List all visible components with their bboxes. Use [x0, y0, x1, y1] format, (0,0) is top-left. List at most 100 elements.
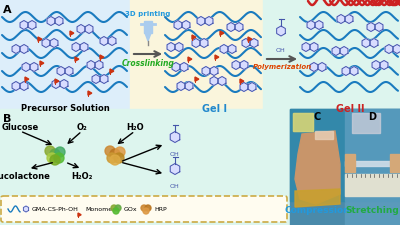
- Text: OH: OH: [170, 151, 180, 156]
- Text: Precursor Solution: Precursor Solution: [21, 104, 109, 112]
- Text: H₂O: H₂O: [126, 122, 144, 131]
- Text: A: A: [3, 5, 12, 15]
- Polygon shape: [100, 56, 104, 60]
- Polygon shape: [362, 39, 370, 48]
- Polygon shape: [174, 21, 182, 30]
- Bar: [315, 131, 333, 139]
- Polygon shape: [220, 45, 228, 54]
- Polygon shape: [70, 32, 74, 36]
- Polygon shape: [228, 45, 236, 54]
- Polygon shape: [110, 70, 114, 74]
- Polygon shape: [277, 27, 285, 37]
- Circle shape: [110, 155, 120, 165]
- Polygon shape: [302, 43, 310, 52]
- Polygon shape: [315, 21, 323, 30]
- Polygon shape: [52, 80, 60, 89]
- Polygon shape: [20, 82, 28, 91]
- Polygon shape: [240, 61, 248, 70]
- Polygon shape: [295, 131, 340, 204]
- Polygon shape: [145, 34, 151, 42]
- Circle shape: [45, 146, 55, 156]
- Circle shape: [143, 208, 149, 214]
- Circle shape: [145, 205, 151, 211]
- Polygon shape: [170, 132, 180, 143]
- Bar: [130, 0, 263, 110]
- Bar: [0, 110, 290, 225]
- Text: OH: OH: [170, 183, 180, 188]
- Polygon shape: [108, 37, 116, 46]
- Circle shape: [105, 146, 115, 156]
- Polygon shape: [40, 62, 44, 66]
- Text: Gel II: Gel II: [336, 104, 364, 113]
- Polygon shape: [55, 80, 59, 84]
- Circle shape: [50, 155, 60, 165]
- Polygon shape: [177, 82, 185, 91]
- Polygon shape: [25, 78, 29, 82]
- Polygon shape: [380, 61, 388, 70]
- Text: Gel I: Gel I: [202, 104, 226, 113]
- Polygon shape: [295, 189, 340, 207]
- Polygon shape: [210, 77, 218, 86]
- Bar: [144, 22, 152, 34]
- Polygon shape: [250, 39, 258, 48]
- Polygon shape: [92, 75, 100, 84]
- Polygon shape: [185, 82, 193, 91]
- Bar: [345, 161, 400, 166]
- Circle shape: [107, 153, 117, 163]
- Circle shape: [50, 149, 60, 159]
- Text: Glucolactone: Glucolactone: [0, 171, 51, 180]
- Polygon shape: [202, 67, 210, 76]
- Text: Glucose: Glucose: [1, 122, 39, 131]
- Circle shape: [115, 147, 125, 157]
- Polygon shape: [307, 21, 315, 30]
- Circle shape: [115, 205, 121, 211]
- Bar: [345, 174, 400, 196]
- Circle shape: [111, 205, 117, 211]
- Circle shape: [55, 147, 65, 157]
- Text: Polymerization: Polymerization: [252, 64, 312, 70]
- Polygon shape: [88, 92, 92, 96]
- Polygon shape: [55, 17, 63, 26]
- Polygon shape: [197, 17, 205, 26]
- Polygon shape: [248, 38, 252, 42]
- Polygon shape: [210, 67, 218, 76]
- Polygon shape: [22, 63, 30, 72]
- Polygon shape: [195, 78, 199, 82]
- Circle shape: [47, 153, 57, 163]
- Polygon shape: [385, 45, 393, 54]
- Polygon shape: [77, 25, 85, 34]
- Text: H₂O₂: H₂O₂: [71, 171, 93, 180]
- Polygon shape: [65, 67, 73, 76]
- Text: Compression: Compression: [284, 205, 350, 214]
- Bar: [345, 154, 355, 172]
- FancyBboxPatch shape: [1, 196, 287, 222]
- Polygon shape: [42, 39, 50, 48]
- Polygon shape: [393, 45, 400, 54]
- Polygon shape: [310, 43, 318, 52]
- Text: C: C: [313, 112, 321, 122]
- Polygon shape: [340, 47, 348, 56]
- Polygon shape: [57, 67, 65, 76]
- Bar: [345, 110, 400, 201]
- Polygon shape: [240, 83, 248, 92]
- Text: B: B: [3, 113, 11, 124]
- Polygon shape: [172, 63, 180, 72]
- Polygon shape: [175, 43, 183, 52]
- Polygon shape: [192, 39, 200, 48]
- Polygon shape: [30, 63, 38, 72]
- Circle shape: [114, 153, 124, 163]
- Bar: [290, 110, 400, 225]
- Polygon shape: [372, 61, 380, 70]
- Polygon shape: [242, 39, 250, 48]
- Polygon shape: [227, 23, 235, 32]
- Polygon shape: [182, 21, 190, 30]
- Text: O₂: O₂: [77, 122, 87, 131]
- Bar: [263, 0, 400, 110]
- Polygon shape: [318, 63, 326, 72]
- Polygon shape: [24, 206, 28, 212]
- Bar: [390, 154, 400, 172]
- Bar: [293, 113, 313, 131]
- Circle shape: [141, 205, 147, 211]
- Polygon shape: [50, 39, 58, 48]
- Circle shape: [54, 153, 64, 163]
